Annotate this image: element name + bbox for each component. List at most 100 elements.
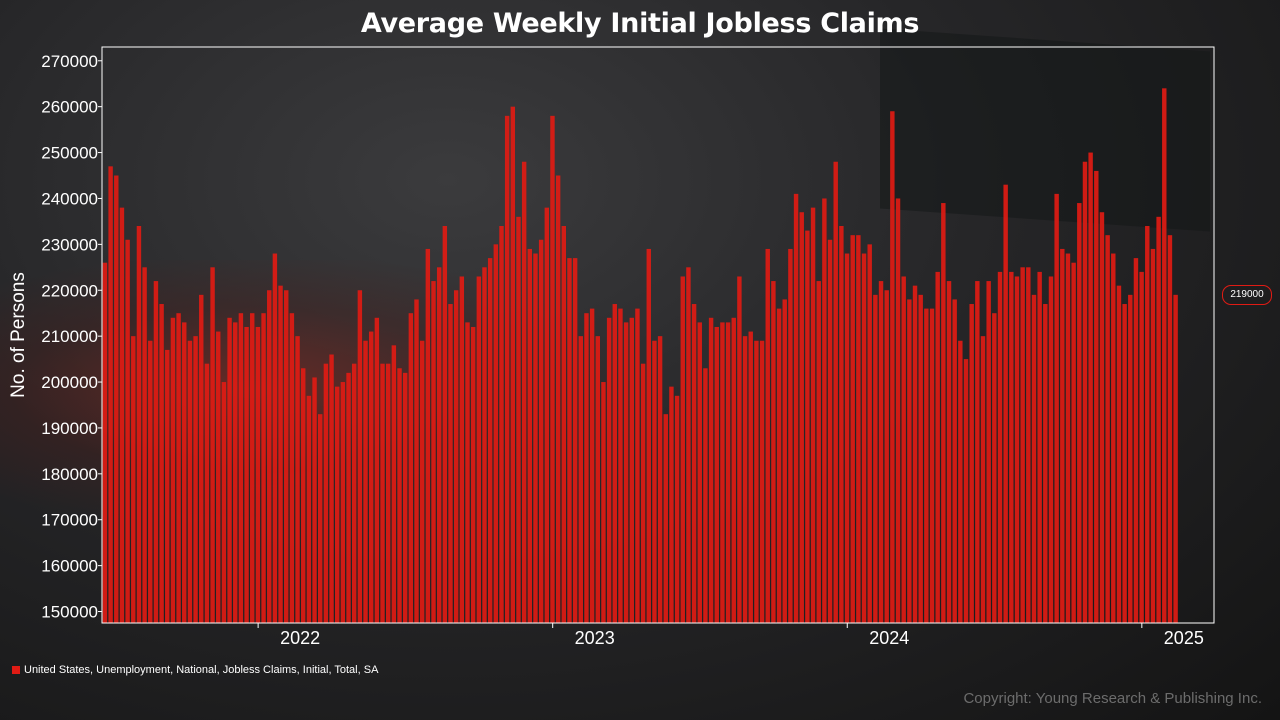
- bar: [703, 368, 708, 623]
- bar: [595, 336, 600, 623]
- bar: [618, 308, 623, 623]
- bar: [1116, 285, 1122, 623]
- bar: [351, 363, 357, 623]
- bar: [754, 340, 759, 623]
- bar: [385, 363, 391, 623]
- bar: [1099, 212, 1105, 624]
- bar: [431, 281, 436, 623]
- bar: [708, 317, 714, 623]
- bar: [238, 313, 244, 623]
- bar: [601, 382, 606, 623]
- chart-title: Average Weekly Initial Jobless Claims: [360, 8, 920, 39]
- bar: [397, 368, 402, 623]
- bar: [1145, 226, 1150, 623]
- bar: [918, 294, 923, 623]
- bar: [182, 322, 187, 623]
- bar: [878, 281, 884, 623]
- bar: [640, 363, 646, 623]
- bar: [1031, 294, 1037, 623]
- bar: [856, 235, 861, 623]
- bar: [805, 230, 810, 623]
- bar: [725, 322, 731, 623]
- bar: [482, 267, 487, 623]
- bar: [1111, 253, 1116, 623]
- bar: [131, 336, 136, 623]
- bar: [890, 111, 895, 623]
- bar: [612, 304, 617, 623]
- bar: [929, 308, 935, 623]
- bar: [623, 322, 629, 623]
- bar: [521, 161, 527, 624]
- bar: [589, 308, 595, 623]
- bar: [657, 336, 663, 623]
- bar: [267, 290, 272, 623]
- bar: [986, 281, 991, 623]
- bar: [833, 161, 838, 624]
- bar: [493, 244, 499, 623]
- bar: [499, 226, 504, 623]
- bar: [159, 304, 164, 623]
- bar: [1077, 203, 1082, 624]
- bar: [221, 382, 227, 623]
- bar: [884, 290, 889, 623]
- bar: [504, 115, 510, 623]
- bar: [975, 281, 980, 623]
- bar: [1162, 88, 1167, 623]
- bar: [924, 308, 929, 623]
- bar: [544, 207, 550, 623]
- bar: [448, 304, 453, 623]
- bar: [516, 216, 521, 623]
- bar: [907, 299, 912, 623]
- bar: [1150, 248, 1156, 623]
- bar: [329, 354, 334, 623]
- bar: [442, 226, 448, 623]
- bar: [368, 331, 374, 623]
- bar: [487, 258, 493, 623]
- bar: [318, 414, 323, 623]
- bar: [912, 285, 918, 623]
- bar: [584, 313, 589, 623]
- bar: [289, 313, 295, 623]
- bar: [1122, 304, 1127, 623]
- bar: [1065, 253, 1071, 623]
- bar: [646, 248, 651, 623]
- bar: [255, 326, 261, 623]
- bar: [1088, 152, 1093, 623]
- bar: [261, 313, 266, 623]
- bar: [510, 106, 516, 624]
- x-tick-label: 2024: [869, 628, 909, 648]
- bar: [952, 299, 957, 623]
- bar: [527, 248, 533, 623]
- bar: [935, 271, 940, 623]
- bar: [748, 331, 753, 623]
- bar: [844, 253, 850, 623]
- bar: [216, 331, 221, 623]
- bar: [1071, 262, 1076, 623]
- bar: [187, 340, 193, 623]
- legend-label: United States, Unemployment, National, J…: [24, 664, 379, 676]
- bar-series: [102, 88, 1178, 624]
- bar: [1082, 161, 1088, 624]
- bar: [980, 336, 986, 623]
- y-tick-label: 170000: [41, 511, 98, 530]
- bar: [340, 382, 346, 623]
- bar: [1156, 216, 1161, 623]
- bar: [958, 340, 963, 623]
- bar: [312, 377, 317, 623]
- bar: [1094, 170, 1099, 624]
- y-tick-label: 230000: [41, 235, 98, 254]
- plot-frame: [101, 46, 1215, 624]
- bar: [284, 290, 289, 623]
- bar: [1014, 276, 1020, 623]
- y-tick-label: 240000: [41, 189, 98, 208]
- bar: [788, 248, 793, 623]
- bar: [176, 313, 181, 623]
- bar: [1167, 235, 1173, 623]
- bar: [323, 363, 329, 623]
- y-tick-label: 210000: [41, 327, 98, 346]
- bar: [652, 340, 657, 623]
- bar: [731, 317, 736, 623]
- bar: [102, 262, 108, 623]
- bar: [963, 359, 969, 623]
